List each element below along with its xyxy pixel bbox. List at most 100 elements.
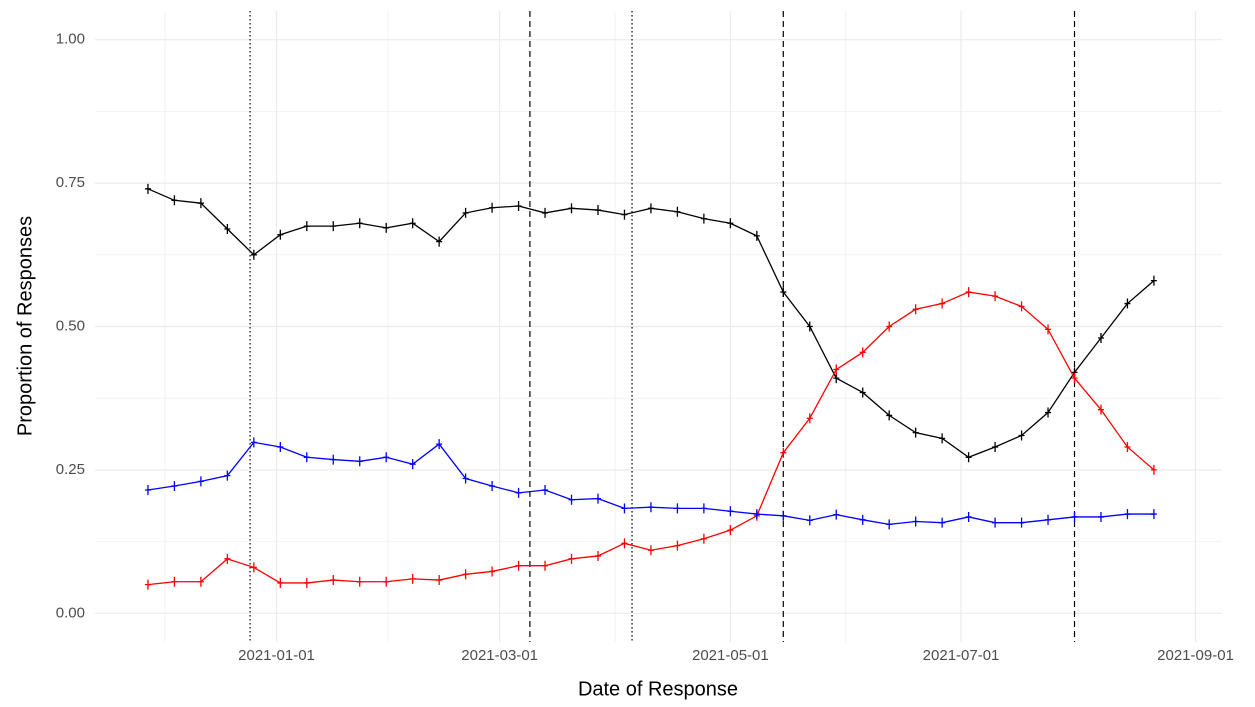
point-marker: [912, 304, 919, 315]
point-marker: [674, 540, 681, 551]
series: [144, 183, 1157, 463]
point-marker: [1150, 509, 1157, 520]
point-marker: [171, 480, 178, 491]
point-marker: [1150, 275, 1157, 286]
point-marker: [542, 560, 549, 571]
point-marker: [197, 198, 204, 209]
y-tick-label: 1.00: [56, 31, 85, 48]
point-marker: [594, 205, 601, 216]
point-marker: [621, 503, 628, 514]
point-marker: [1045, 514, 1052, 525]
point-marker: [144, 183, 151, 194]
point-marker: [383, 222, 390, 233]
point-marker: [753, 509, 760, 520]
plot: [95, 11, 1222, 642]
point-marker: [806, 515, 813, 526]
point-marker: [409, 459, 416, 470]
point-marker: [753, 230, 760, 241]
point-marker: [594, 550, 601, 561]
point-marker: [780, 447, 787, 458]
y-tick-label: 0.00: [56, 604, 85, 621]
point-marker: [409, 218, 416, 229]
point-marker: [1018, 517, 1025, 528]
point-marker: [250, 249, 257, 260]
point-marker: [383, 452, 390, 463]
point-marker: [833, 373, 840, 384]
point-marker: [1018, 430, 1025, 441]
point-marker: [1045, 324, 1052, 335]
point-marker: [727, 525, 734, 536]
point-marker: [436, 236, 443, 247]
series: [144, 287, 1157, 590]
point-marker: [912, 516, 919, 527]
point-marker: [171, 195, 178, 206]
point-marker: [700, 213, 707, 224]
point-marker: [806, 321, 813, 332]
point-marker: [1124, 298, 1131, 309]
point-marker: [1045, 407, 1052, 418]
point-marker: [859, 347, 866, 358]
point-marker: [568, 494, 575, 505]
point-marker: [621, 209, 628, 220]
point-marker: [330, 575, 337, 586]
point-marker: [939, 298, 946, 309]
point-marker: [1071, 511, 1078, 522]
point-marker: [542, 484, 549, 495]
point-marker: [515, 560, 522, 571]
point-marker: [489, 566, 496, 577]
point-marker: [859, 387, 866, 398]
point-marker: [992, 291, 999, 302]
x-axis-title: Date of Response: [578, 678, 738, 700]
point-marker: [621, 538, 628, 549]
point-marker: [700, 533, 707, 544]
point-marker: [171, 576, 178, 587]
point-marker: [647, 545, 654, 556]
series: [144, 437, 1157, 530]
series-line: [147, 291, 1155, 586]
x-tick-label: 2021-05-01: [692, 647, 769, 664]
point-marker: [197, 476, 204, 487]
point-marker: [330, 454, 337, 465]
point-marker: [1097, 404, 1104, 415]
x-tick-label: 2021-01-01: [238, 647, 315, 664]
point-marker: [515, 201, 522, 212]
point-marker: [383, 576, 390, 587]
point-marker: [647, 502, 654, 513]
point-marker: [462, 569, 469, 580]
point-marker: [144, 484, 151, 495]
point-marker: [277, 441, 284, 452]
point-marker: [780, 510, 787, 521]
point-marker: [462, 207, 469, 218]
point-marker: [436, 575, 443, 586]
point-marker: [568, 203, 575, 214]
point-marker: [1124, 441, 1131, 452]
point-marker: [833, 364, 840, 375]
point-marker: [992, 517, 999, 528]
point-marker: [224, 553, 231, 564]
y-tick-label: 0.75: [56, 174, 85, 191]
y-tick-label: 0.25: [56, 461, 85, 478]
point-marker: [224, 470, 231, 481]
point-marker: [436, 439, 443, 450]
point-marker: [965, 287, 972, 298]
point-marker: [833, 509, 840, 520]
point-marker: [886, 519, 893, 530]
point-marker: [806, 413, 813, 424]
point-marker: [144, 579, 151, 590]
point-marker: [1097, 332, 1104, 343]
point-marker: [939, 517, 946, 528]
point-marker: [727, 218, 734, 229]
point-marker: [886, 321, 893, 332]
point-marker: [489, 480, 496, 491]
point-marker: [224, 223, 231, 234]
point-marker: [303, 221, 310, 232]
point-marker: [250, 437, 257, 448]
point-marker: [992, 441, 999, 452]
point-marker: [303, 577, 310, 588]
point-marker: [356, 576, 363, 587]
x-tick-label: 2021-03-01: [461, 647, 538, 664]
point-marker: [859, 514, 866, 525]
point-marker: [674, 206, 681, 217]
point-marker: [1150, 464, 1157, 475]
